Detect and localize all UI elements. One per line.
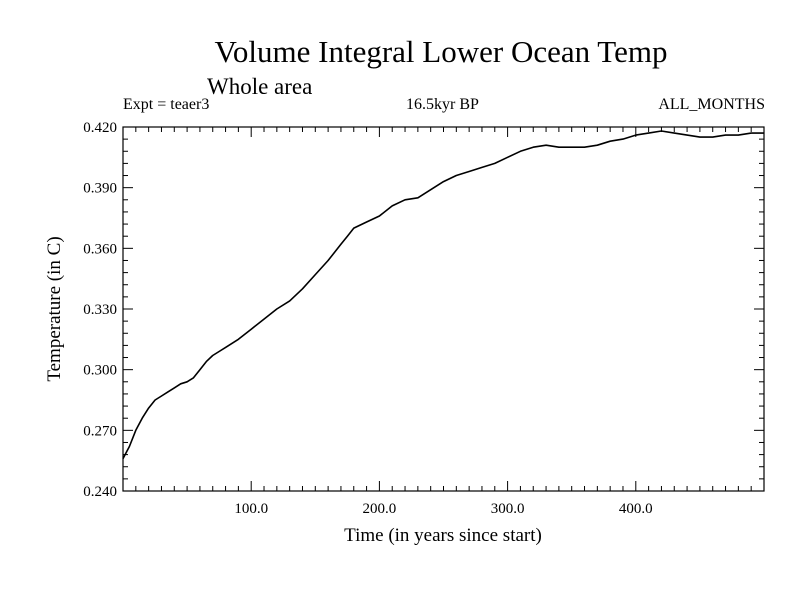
chart-subtitle: Whole area	[207, 74, 313, 99]
period-label: 16.5kyr BP	[406, 96, 479, 113]
y-tick-label: 0.420	[83, 120, 117, 136]
y-tick-label: 0.330	[83, 302, 117, 318]
x-tick-label: 200.0	[363, 501, 397, 517]
y-axis-label: Temperature (in C)	[44, 236, 65, 381]
axis-ticks	[123, 126, 764, 492]
y-tick-label: 0.240	[83, 484, 117, 500]
season-label: ALL_MONTHS	[658, 96, 765, 113]
x-tick-label: 100.0	[234, 501, 268, 517]
chart-title: Volume Integral Lower Ocean Temp	[214, 34, 668, 69]
experiment-label: Expt = teaer3	[123, 96, 210, 113]
plot-frame	[122, 126, 765, 492]
y-tick-label: 0.300	[83, 363, 117, 379]
x-axis-label: Time (in years since start)	[344, 525, 542, 546]
x-tick-label: 400.0	[619, 501, 653, 517]
data-series	[122, 130, 764, 459]
tick-labels: 100.0 200.0 300.0 400.0 0.240 0.270 0.300 0.330…	[83, 120, 652, 517]
series-line	[122, 130, 764, 459]
y-tick-label: 0.270	[83, 423, 117, 439]
y-tick-label: 0.360	[83, 241, 117, 257]
x-tick-label: 300.0	[491, 501, 525, 517]
y-tick-label: 0.390	[83, 181, 117, 197]
